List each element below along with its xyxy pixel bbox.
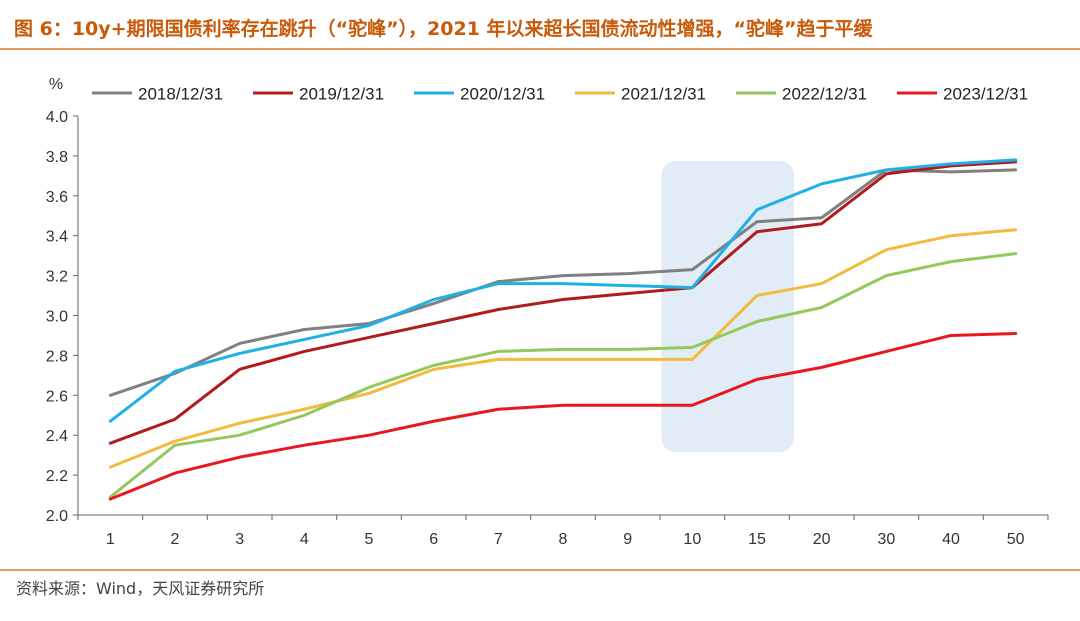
highlight-layer [661, 161, 794, 452]
series-line-4 [108, 252, 1018, 499]
y-tick-label: 3.4 [46, 229, 68, 246]
x-tick-label: 5 [365, 531, 374, 548]
series-line-3 [108, 228, 1018, 469]
series-layer [108, 158, 1018, 501]
x-tick-label: 6 [429, 531, 438, 548]
y-axis-unit-label: % [49, 76, 63, 93]
y-tick-label: 3.2 [46, 269, 68, 286]
series-line-1 [108, 160, 1018, 445]
y-tick-label: 4.0 [46, 109, 68, 126]
legend-label: 2019/12/31 [299, 85, 384, 104]
legend-label: 2022/12/31 [782, 85, 867, 104]
series-line-5 [108, 331, 1018, 501]
y-tick-label: 2.0 [46, 508, 68, 525]
x-tick-label: 3 [235, 531, 244, 548]
x-tick-label: 15 [748, 531, 766, 548]
y-tick-label: 3.6 [46, 189, 68, 206]
x-tick-label: 1 [106, 531, 115, 548]
x-tick-label: 4 [300, 531, 309, 548]
legend-label: 2018/12/31 [138, 85, 223, 104]
y-tick-label: 2.6 [46, 388, 68, 405]
x-tick-label: 8 [559, 531, 568, 548]
axes-layer: 4.0 3.8 3.6 3.4 3.2 3.0 2.8 2.6 2.4 2.2 2.0% 1 2 3 4 5 6… [46, 76, 1049, 548]
x-tick-label: 9 [623, 531, 632, 548]
x-tick-label: 50 [1007, 531, 1025, 548]
y-tick-label: 3.8 [46, 149, 68, 166]
series-line-2 [108, 158, 1018, 423]
y-tick-label: 2.8 [46, 348, 68, 365]
legend: 2018/12/31 2019/12/31 2020/12/31 2021/12/31… [92, 85, 1028, 104]
source-note: 资料来源：Wind，天风证券研究所 [16, 579, 265, 598]
series-line-0 [108, 168, 1018, 397]
x-tick-label: 40 [942, 531, 960, 548]
y-tick-label: 3.0 [46, 309, 68, 326]
y-tick-label: 2.2 [46, 468, 68, 485]
legend-label: 2023/12/31 [943, 85, 1028, 104]
x-tick-label: 7 [494, 531, 503, 548]
line-chart: 4.0 3.8 3.6 3.4 3.2 3.0 2.8 2.6 2.4 2.2 2.0% 1 2 3 4 5 6… [46, 76, 1049, 548]
title-divider [0, 48, 1080, 50]
chart-title: 图 6：10y+期限国债利率存在跳升（“驼峰”），2021 年以来超长国债流动性… [14, 18, 873, 40]
source-divider [0, 569, 1080, 571]
legend-label: 2020/12/31 [460, 85, 545, 104]
y-tick-label: 2.4 [46, 428, 68, 445]
x-tick-label: 20 [813, 531, 831, 548]
x-tick-label: 30 [877, 531, 895, 548]
highlight-band [661, 161, 794, 452]
x-tick-label: 10 [683, 531, 701, 548]
legend-label: 2021/12/31 [621, 85, 706, 104]
x-tick-label: 2 [171, 531, 180, 548]
